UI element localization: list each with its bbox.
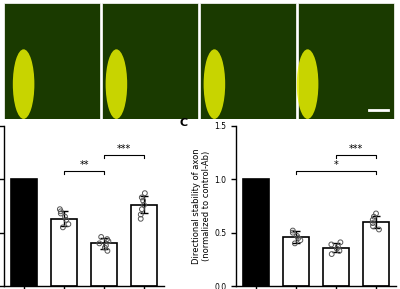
Point	[334, 247, 340, 251]
FancyBboxPatch shape	[102, 3, 198, 119]
Text: ***: ***	[349, 144, 363, 154]
Point	[290, 230, 296, 235]
Bar	[323, 248, 349, 286]
Bar	[363, 222, 389, 286]
Text: C: C	[180, 118, 188, 128]
Point	[138, 195, 145, 200]
Point	[371, 214, 377, 219]
Point	[290, 228, 296, 233]
Text: COL6 α1-Ab: COL6 α1-Ab	[130, 0, 172, 1]
Text: *: *	[334, 160, 338, 170]
Point	[295, 236, 302, 240]
Point	[138, 212, 144, 217]
Point	[140, 198, 146, 203]
Text: COL6 α2-Ab: COL6 α2-Ab	[228, 0, 270, 1]
Point	[139, 207, 145, 212]
Point	[142, 191, 148, 195]
Point	[336, 249, 343, 253]
Point	[65, 222, 72, 227]
Point	[104, 249, 111, 253]
Point	[141, 203, 147, 207]
Bar	[131, 205, 157, 286]
Ellipse shape	[106, 49, 127, 119]
Point	[376, 227, 382, 232]
Bar	[51, 219, 77, 286]
Point	[370, 224, 376, 229]
Text: COL6 α3-Ab: COL6 α3-Ab	[326, 0, 368, 1]
FancyBboxPatch shape	[4, 3, 100, 119]
Point	[104, 237, 110, 241]
Point	[138, 216, 144, 221]
Point	[337, 240, 344, 244]
Ellipse shape	[204, 49, 225, 119]
Point	[328, 242, 334, 247]
Text: **: **	[79, 160, 89, 170]
Point	[96, 241, 102, 246]
Bar	[283, 237, 309, 286]
Point	[370, 218, 376, 222]
Point	[58, 209, 64, 214]
Point	[105, 239, 112, 244]
Point	[62, 214, 68, 219]
Point	[328, 252, 335, 256]
Ellipse shape	[13, 49, 34, 119]
Bar	[91, 243, 117, 286]
Ellipse shape	[297, 49, 318, 119]
Point	[335, 244, 341, 249]
Point	[57, 207, 63, 212]
Point	[373, 211, 379, 216]
Point	[60, 225, 66, 230]
Point	[292, 241, 298, 246]
FancyBboxPatch shape	[200, 3, 296, 119]
Point	[63, 218, 70, 222]
Point	[102, 245, 108, 250]
Point	[98, 235, 104, 239]
FancyBboxPatch shape	[298, 3, 394, 119]
Point	[294, 234, 300, 238]
Bar	[243, 179, 269, 286]
Point	[58, 211, 64, 216]
Text: Control-Ab: Control-Ab	[35, 0, 71, 1]
Bar	[11, 179, 37, 286]
Point	[297, 238, 304, 242]
Text: ***: ***	[117, 144, 131, 154]
Point	[103, 243, 109, 248]
Y-axis label: Directional stability of axon
(normalized to control-Ab): Directional stability of axon (normalize…	[192, 148, 211, 264]
Point	[370, 221, 376, 225]
